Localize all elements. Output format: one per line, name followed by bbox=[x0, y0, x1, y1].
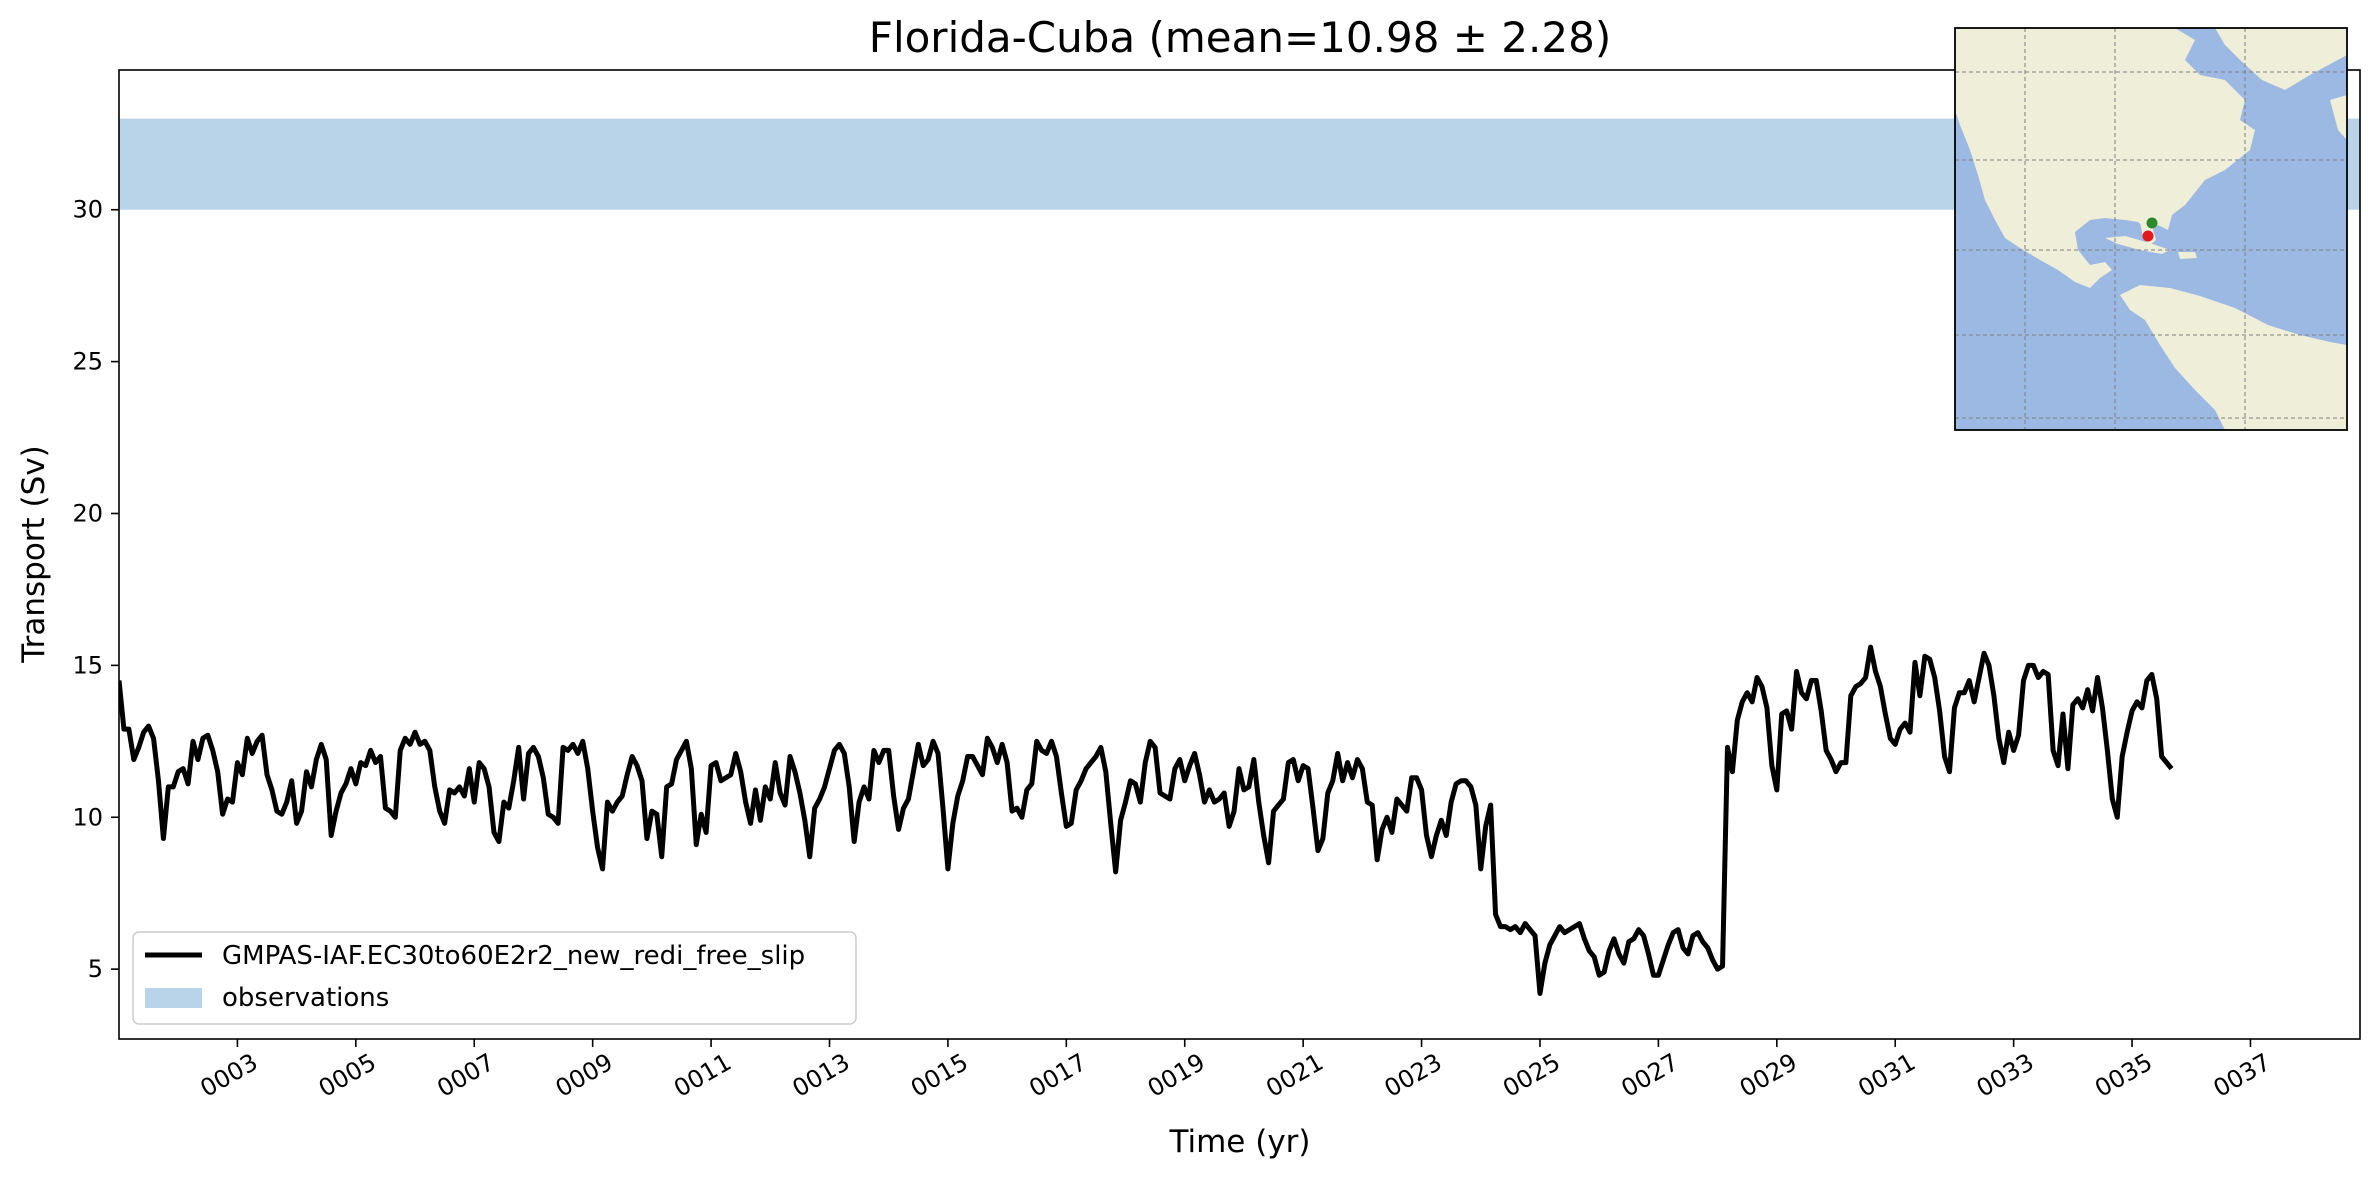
y-tick-label: 20 bbox=[72, 499, 103, 527]
x-tick-label: 0005 bbox=[314, 1048, 381, 1103]
x-tick-label: 0017 bbox=[1024, 1048, 1091, 1103]
x-tick-label: 0007 bbox=[432, 1048, 499, 1103]
plot-frame bbox=[118, 69, 2361, 1040]
y-tick-label: 15 bbox=[72, 651, 103, 679]
x-axis-title: Time (yr) bbox=[1169, 1124, 1311, 1160]
map-grid bbox=[1955, 28, 2347, 430]
y-axis-title: Transport (Sv) bbox=[16, 445, 52, 664]
map-south-america bbox=[2120, 285, 2347, 430]
map-greenland bbox=[2215, 28, 2347, 90]
x-tick-label: 0023 bbox=[1380, 1048, 1447, 1103]
chart-title: Florida-Cuba (mean=10.98 ± 2.28) bbox=[869, 13, 1611, 62]
x-tick-label: 0011 bbox=[669, 1048, 736, 1103]
x-tick-label: 0013 bbox=[788, 1048, 855, 1103]
legend: GMPAS-IAF.EC30to60E2r2_new_redi_free_sli… bbox=[132, 931, 857, 1025]
map-marker-end bbox=[2142, 230, 2154, 242]
x-tick-label: 0029 bbox=[1735, 1048, 1802, 1103]
x-tick-label: 0033 bbox=[1972, 1048, 2039, 1103]
legend-label-gmpas: GMPAS-IAF.EC30to60E2r2_new_redi_free_sli… bbox=[222, 941, 805, 971]
x-tick-label: 0027 bbox=[1616, 1048, 1683, 1103]
x-tick-label: 0031 bbox=[1853, 1048, 1920, 1103]
y-tick-label: 10 bbox=[72, 803, 103, 831]
x-tick-label: 0021 bbox=[1261, 1048, 1328, 1103]
x-tick-label: 0035 bbox=[2090, 1048, 2157, 1103]
y-tick-label: 30 bbox=[72, 196, 103, 224]
legend-swatch-observations bbox=[145, 988, 202, 1008]
legend-label-observations: observations bbox=[222, 983, 389, 1013]
x-axis: 0003 0005 0007 0009 0011 0013 0015 0017 0019 0021… bbox=[196, 1039, 2276, 1103]
x-tick-label: 0009 bbox=[551, 1048, 618, 1103]
inset-map bbox=[1954, 27, 2348, 431]
y-axis: 5 10 15 20 25 30 bbox=[72, 196, 119, 983]
x-tick-label: 0025 bbox=[1498, 1048, 1565, 1103]
x-tick-label: 0019 bbox=[1143, 1048, 1210, 1103]
map-hispaniola bbox=[2178, 252, 2197, 259]
map-marker-start bbox=[2146, 217, 2158, 229]
legend-box bbox=[132, 931, 857, 1025]
series-line-gmpas bbox=[119, 644, 2174, 996]
x-tick-label: 0015 bbox=[906, 1048, 973, 1103]
map-north-america bbox=[1955, 28, 2255, 288]
map-frame bbox=[1954, 27, 2348, 431]
y-tick-label: 25 bbox=[72, 348, 103, 376]
y-tick-label: 5 bbox=[88, 955, 103, 983]
x-tick-label: 0003 bbox=[196, 1048, 263, 1103]
x-tick-label: 0037 bbox=[2209, 1048, 2276, 1103]
map-europe bbox=[2330, 95, 2347, 140]
